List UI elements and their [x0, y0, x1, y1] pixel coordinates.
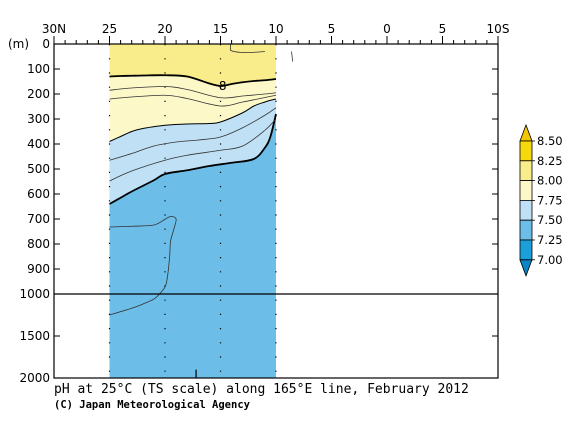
- y-tick-label: 200: [27, 87, 50, 101]
- colorbar-band: [519, 219, 533, 241]
- colorbar-label: 8.00: [537, 174, 563, 188]
- contour-line: [109, 98, 277, 142]
- contour-line: [109, 216, 177, 316]
- depth-axis: 100 200 300 400 500 600 700 800 900 1000 1500 2000 0: [19, 37, 498, 385]
- y-tick-label: 2000: [19, 371, 50, 385]
- colorbar-band: [519, 239, 533, 261]
- contour-line: [109, 118, 277, 182]
- contour-line: [109, 86, 277, 99]
- x-tick-label: 20: [157, 22, 172, 36]
- colorbar-overflow-high: [519, 123, 533, 142]
- ph-field: [108, 44, 277, 378]
- contour-line: [109, 74, 277, 87]
- contour-line: [109, 94, 277, 107]
- y-tick-label: 600: [27, 187, 50, 201]
- y-tick-label: 900: [27, 262, 50, 276]
- y-tick-label: 400: [27, 137, 50, 151]
- colorbar-label: 7.75: [537, 193, 563, 207]
- x-tick-label: 25: [102, 22, 117, 36]
- y-tick-label: 300: [27, 112, 50, 126]
- ph-band-8.00-8.25: [109, 44, 276, 87]
- y-tick-label: 0: [42, 37, 50, 51]
- contour-line: [230, 44, 265, 53]
- colorbar-band: [519, 180, 533, 201]
- x-tick-label: 10S: [487, 22, 510, 36]
- y-tick-label: 500: [27, 162, 50, 176]
- y-tick-label: 800: [27, 237, 50, 251]
- x-tick-label: 5: [328, 22, 336, 36]
- copyright-credit: (C) Japan Meteorological Agency: [54, 399, 251, 411]
- colorbar-overflow-low: [519, 259, 533, 277]
- contour-line: [109, 113, 277, 205]
- contour-line: [109, 107, 277, 161]
- y-tick-label: 1000: [19, 287, 50, 301]
- colorbar-label: 8.25: [537, 154, 563, 168]
- colorbar-label: 8.50: [537, 134, 563, 148]
- x-tick-label: 0: [383, 22, 391, 36]
- figure-title: pH at 25°C (TS scale) along 165°E line, …: [54, 382, 469, 397]
- colorbar-band: [519, 199, 533, 221]
- ph-surface-patch: [109, 44, 143, 62]
- contour-line: [291, 51, 294, 62]
- depth-unit-label: (m): [8, 37, 29, 51]
- latitude-axis: 30N 25 20 15 10 5 0 5 10S: [42, 22, 510, 44]
- colorbar-band: [519, 140, 533, 162]
- colorbar-label: 7.00: [537, 253, 563, 267]
- x-tick-label: 5: [439, 22, 447, 36]
- contour-lines: [109, 44, 294, 378]
- x-tick-label: 30N: [42, 22, 66, 36]
- colorbar-label: 7.50: [537, 213, 563, 227]
- x-tick-label: 10: [268, 22, 283, 36]
- y-tick-label: 700: [27, 212, 50, 226]
- colorbar-label: 7.25: [537, 233, 563, 247]
- y-tick-label: 1500: [19, 329, 50, 343]
- colorbar-band: [519, 160, 533, 182]
- y-tick-label: 100: [27, 62, 50, 76]
- colorbar: 8.50 8.25 8.00 7.75 7.50 7.25 7.00: [519, 123, 563, 277]
- contour-label: 8: [219, 79, 227, 93]
- x-tick-label: 15: [213, 22, 228, 36]
